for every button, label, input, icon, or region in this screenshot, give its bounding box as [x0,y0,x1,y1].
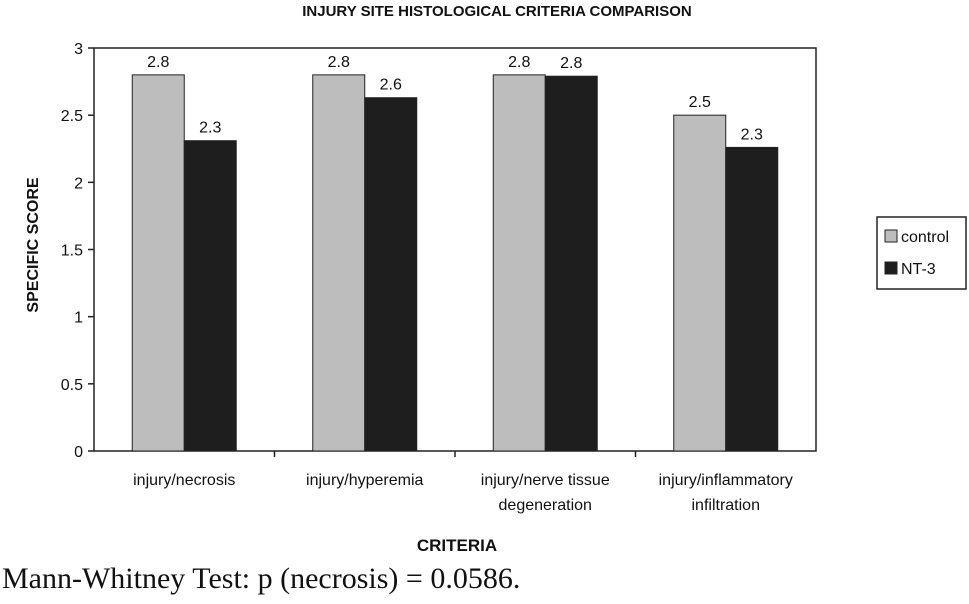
legend-swatch-nt3 [884,261,898,275]
y-tick-label: 3 [74,41,83,58]
bar-nt3-4 [725,146,779,452]
bar-nt3-1 [183,140,237,452]
bar-control-4 [673,114,727,452]
legend-box [876,216,967,290]
bar-control-3 [492,74,546,452]
bar-nt3-2 [364,97,418,452]
bar-control-2 [312,74,366,452]
x-tick-label: injury/nerve tissue degeneration [481,472,610,514]
y-tick-label: 1 [74,310,83,327]
legend-label-control: control [901,229,949,246]
y-tick-label: 0 [74,444,83,461]
bar-value-label: 2.3 [199,120,221,137]
legend-label-nt3: NT-3 [901,261,936,278]
x-tick-label: injury/inflammatory infiltration [659,472,793,514]
bar-control-1 [131,74,185,452]
bar-value-label: 2.8 [147,54,169,71]
x-tick-label: injury/necrosis [133,472,235,489]
x-axis-label: CRITERIA [417,536,497,555]
bars [131,74,779,452]
legend: control NT-3 [876,216,967,290]
chart-title: INJURY SITE HISTOLOGICAL CRITERIA COMPAR… [302,3,691,20]
bar-value-label: 2.5 [689,94,711,111]
y-axis-label: SPECIFIC SCORE [25,177,42,312]
y-tick-label: 0.5 [61,377,83,394]
bar-value-label: 2.3 [741,126,763,143]
y-tick-label: 2.5 [61,108,83,125]
bar-value-label: 2.6 [380,77,402,94]
bar-nt3-3 [544,75,598,452]
y-axis-ticks: 0 0.5 1 1.5 2 2.5 3 [61,41,94,461]
y-tick-label: 2 [74,175,83,192]
x-axis-labels: injury/necrosis injury/hyperemia injury/ne… [133,451,793,514]
legend-swatch-control [884,229,898,243]
x-tick-label: injury/hyperemia [306,472,423,489]
bar-value-label: 2.8 [560,55,582,72]
bar-value-label: 2.8 [508,54,530,71]
y-tick-label: 1.5 [61,243,83,260]
bar-value-label: 2.8 [328,54,350,71]
footnote: Mann-Whitney Test: p (necrosis) = 0.0586… [2,562,521,595]
bar-labels: 2.8 2.3 2.8 2.6 2.8 2.8 2.5 2.3 [147,54,763,144]
